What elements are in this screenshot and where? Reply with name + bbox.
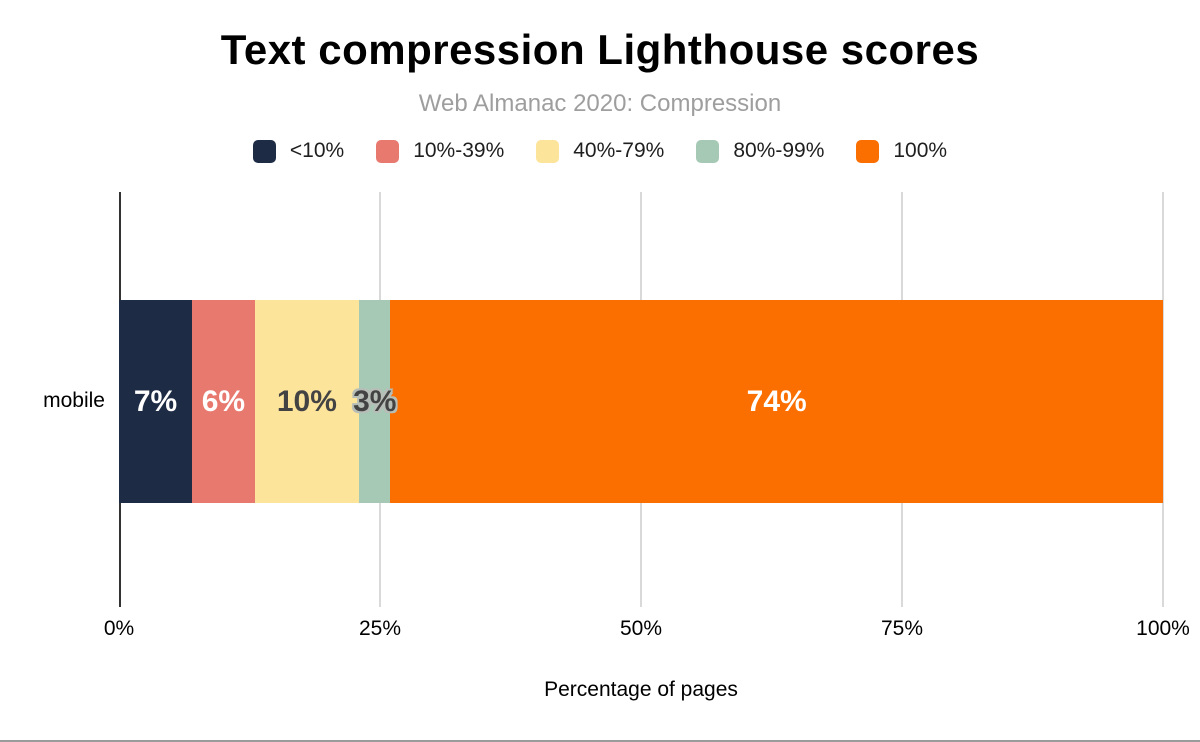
chart-subtitle: Web Almanac 2020: Compression (418, 90, 782, 117)
legend-swatch-icon (376, 139, 400, 163)
x-axis-ticks: 0% 25% 50% 75% 100% (104, 617, 1190, 643)
plot-area: mobile 7% 6% 10% 3% 74% 0% 25% 50% 75% 100% (43, 192, 1190, 640)
legend-label: 80%-99% (733, 139, 825, 162)
legend-item: 100% (856, 139, 947, 163)
legend-swatch-icon (856, 139, 880, 163)
bar-segment-label: 6% (201, 384, 246, 418)
legend-item: 10%-39% (376, 139, 504, 163)
page-bottom-border (0, 740, 1200, 742)
legend-swatch-icon (252, 139, 276, 163)
bar-segment-label: 10% (276, 384, 337, 418)
gridline (1162, 192, 1164, 607)
y-category-label: mobile (43, 389, 105, 412)
legend-label: 40%-79% (573, 139, 665, 162)
bar-segment-label: 3% (353, 384, 397, 418)
chart-title: Text compression Lighthouse scores (220, 26, 980, 73)
x-tick-label: 50% (619, 617, 663, 640)
x-tick-label: 75% (880, 617, 924, 640)
bar-segment: 6% (192, 300, 255, 503)
bar-segment-label: 7% (133, 384, 178, 418)
stacked-bar: 7% 6% 10% 3% 74% (119, 300, 1163, 503)
legend-label: <10% (289, 139, 345, 162)
bar-segment: 3% (353, 300, 396, 503)
legend-label: 10%-39% (413, 139, 505, 162)
x-tick-label: 100% (1136, 617, 1190, 640)
legend-item: 80%-99% (696, 139, 824, 163)
x-tick-label: 0% (103, 617, 135, 640)
bar-segment-label: 74% (746, 384, 807, 418)
x-tick-label: 25% (358, 617, 402, 640)
legend: <10% 10%-39% 40%-79% 80%-99% 100% (0, 139, 1200, 163)
bar-segment: 10% (254, 300, 360, 503)
legend-swatch-icon (696, 139, 720, 163)
legend-item: 40%-79% (536, 139, 664, 163)
legend-label: 100% (893, 139, 948, 162)
bar-segment: 74% (390, 300, 1163, 503)
legend-swatch-icon (536, 139, 560, 163)
x-axis-title: Percentage of pages (544, 678, 738, 701)
legend-item: <10% (252, 139, 345, 163)
bar-segment: 7% (119, 300, 193, 503)
